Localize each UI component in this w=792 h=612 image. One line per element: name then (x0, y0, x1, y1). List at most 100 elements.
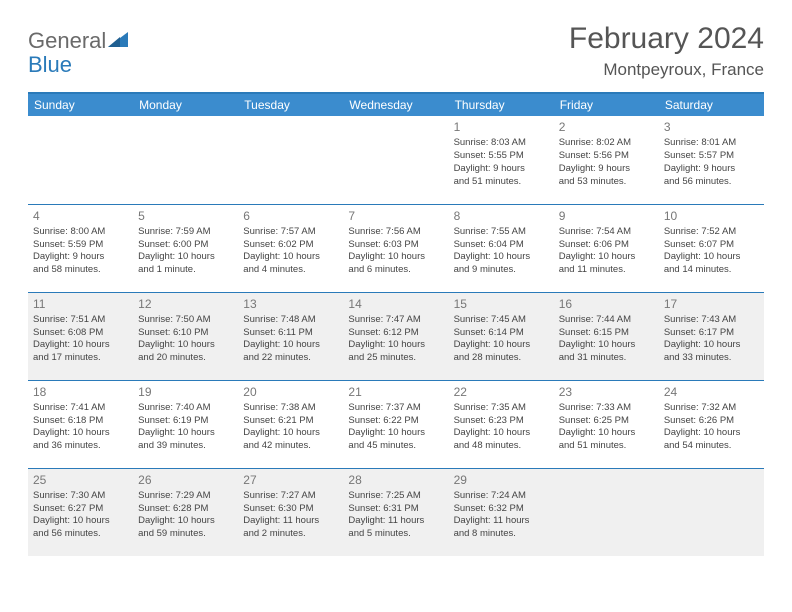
cell-line: and 28 minutes. (454, 352, 549, 365)
day-number: 6 (243, 208, 338, 224)
day-cell: 8Sunrise: 7:55 AMSunset: 6:04 PMDaylight… (449, 204, 554, 292)
cell-line: Daylight: 10 hours (243, 251, 338, 264)
logo-text-blue: Blue (28, 52, 72, 77)
day-number: 9 (559, 208, 654, 224)
empty-cell (28, 116, 133, 204)
cell-line: Sunset: 6:00 PM (138, 239, 233, 252)
cell-line: Sunrise: 7:40 AM (138, 402, 233, 415)
cell-line: Daylight: 10 hours (664, 427, 759, 440)
empty-cell (133, 116, 238, 204)
day-number: 12 (138, 296, 233, 312)
day-number: 8 (454, 208, 549, 224)
cell-line: Daylight: 10 hours (454, 251, 549, 264)
day-number: 28 (348, 472, 443, 488)
day-number: 13 (243, 296, 338, 312)
calendar-table: SundayMondayTuesdayWednesdayThursdayFrid… (28, 94, 764, 556)
day-cell: 26Sunrise: 7:29 AMSunset: 6:28 PMDayligh… (133, 468, 238, 556)
cell-line: Daylight: 11 hours (348, 515, 443, 528)
day-cell: 28Sunrise: 7:25 AMSunset: 6:31 PMDayligh… (343, 468, 448, 556)
logo-text-general: General (28, 28, 106, 54)
cell-line: Sunrise: 7:47 AM (348, 314, 443, 327)
day-cell: 27Sunrise: 7:27 AMSunset: 6:30 PMDayligh… (238, 468, 343, 556)
cell-line: Sunrise: 7:51 AM (33, 314, 128, 327)
empty-cell (343, 116, 448, 204)
cell-line: Daylight: 10 hours (348, 251, 443, 264)
cell-line: and 39 minutes. (138, 440, 233, 453)
empty-cell (238, 116, 343, 204)
cell-line: Daylight: 10 hours (454, 427, 549, 440)
day-number: 10 (664, 208, 759, 224)
cell-line: Sunrise: 7:24 AM (454, 490, 549, 503)
cell-line: and 25 minutes. (348, 352, 443, 365)
cell-line: and 4 minutes. (243, 264, 338, 277)
cell-line: and 17 minutes. (33, 352, 128, 365)
day-number: 26 (138, 472, 233, 488)
cell-line: Sunset: 5:56 PM (559, 150, 654, 163)
day-cell: 15Sunrise: 7:45 AMSunset: 6:14 PMDayligh… (449, 292, 554, 380)
weekday-wednesday: Wednesday (343, 94, 448, 116)
day-cell: 25Sunrise: 7:30 AMSunset: 6:27 PMDayligh… (28, 468, 133, 556)
cell-line: Sunset: 6:02 PM (243, 239, 338, 252)
cell-line: Daylight: 10 hours (348, 427, 443, 440)
weekday-thursday: Thursday (449, 94, 554, 116)
title-block: February 2024 Montpeyroux, France (569, 22, 764, 80)
cell-line: and 42 minutes. (243, 440, 338, 453)
cell-line: and 51 minutes. (559, 440, 654, 453)
day-cell: 14Sunrise: 7:47 AMSunset: 6:12 PMDayligh… (343, 292, 448, 380)
logo-triangle-icon (108, 30, 130, 53)
cell-line: Sunset: 6:10 PM (138, 327, 233, 340)
cell-line: Sunrise: 7:43 AM (664, 314, 759, 327)
cell-line: Sunset: 5:59 PM (33, 239, 128, 252)
cell-line: Daylight: 10 hours (138, 515, 233, 528)
cell-line: Sunrise: 7:45 AM (454, 314, 549, 327)
cell-line: Sunrise: 7:27 AM (243, 490, 338, 503)
day-number: 16 (559, 296, 654, 312)
day-cell: 23Sunrise: 7:33 AMSunset: 6:25 PMDayligh… (554, 380, 659, 468)
day-number: 5 (138, 208, 233, 224)
day-cell: 17Sunrise: 7:43 AMSunset: 6:17 PMDayligh… (659, 292, 764, 380)
week-row: 4Sunrise: 8:00 AMSunset: 5:59 PMDaylight… (28, 204, 764, 292)
cell-line: Sunrise: 7:57 AM (243, 226, 338, 239)
cell-line: and 11 minutes. (559, 264, 654, 277)
day-cell: 6 Sunrise: 7:57 AMSunset: 6:02 PMDaylight… (238, 204, 343, 292)
cell-line: Sunrise: 7:35 AM (454, 402, 549, 415)
cell-line: and 56 minutes. (664, 176, 759, 189)
cell-line: Sunset: 6:15 PM (559, 327, 654, 340)
week-row: 1Sunrise: 8:03 AMSunset: 5:55 PMDaylight… (28, 116, 764, 204)
cell-line: Daylight: 10 hours (33, 339, 128, 352)
cell-line: Sunrise: 7:55 AM (454, 226, 549, 239)
cell-line: Daylight: 10 hours (138, 251, 233, 264)
cell-line: Daylight: 10 hours (348, 339, 443, 352)
cell-line: and 48 minutes. (454, 440, 549, 453)
cell-line: and 9 minutes. (454, 264, 549, 277)
cell-line: Sunset: 6:12 PM (348, 327, 443, 340)
cell-line: Sunset: 5:57 PM (664, 150, 759, 163)
cell-line: Sunset: 6:28 PM (138, 503, 233, 516)
month-title: February 2024 (569, 22, 764, 56)
day-number: 7 (348, 208, 443, 224)
cell-line: Sunrise: 7:38 AM (243, 402, 338, 415)
day-cell: 3Sunrise: 8:01 AMSunset: 5:57 PMDaylight… (659, 116, 764, 204)
day-number: 27 (243, 472, 338, 488)
day-number: 23 (559, 384, 654, 400)
cell-line: Sunset: 6:23 PM (454, 415, 549, 428)
cell-line: Daylight: 9 hours (454, 163, 549, 176)
weekday-friday: Friday (554, 94, 659, 116)
cell-line: and 53 minutes. (559, 176, 654, 189)
cell-line: Sunrise: 7:50 AM (138, 314, 233, 327)
cell-line: Sunset: 6:07 PM (664, 239, 759, 252)
calendar-head: SundayMondayTuesdayWednesdayThursdayFrid… (28, 94, 764, 116)
cell-line: Daylight: 9 hours (33, 251, 128, 264)
day-number: 24 (664, 384, 759, 400)
cell-line: and 5 minutes. (348, 528, 443, 541)
cell-line: Sunset: 6:26 PM (664, 415, 759, 428)
cell-line: Daylight: 10 hours (243, 339, 338, 352)
cell-line: Daylight: 11 hours (243, 515, 338, 528)
cell-line: Daylight: 10 hours (559, 427, 654, 440)
day-cell: 29Sunrise: 7:24 AMSunset: 6:32 PMDayligh… (449, 468, 554, 556)
day-number: 2 (559, 119, 654, 135)
cell-line: Sunrise: 8:03 AM (454, 137, 549, 150)
cell-line: Daylight: 9 hours (559, 163, 654, 176)
weekday-tuesday: Tuesday (238, 94, 343, 116)
day-cell: 10Sunrise: 7:52 AMSunset: 6:07 PMDayligh… (659, 204, 764, 292)
